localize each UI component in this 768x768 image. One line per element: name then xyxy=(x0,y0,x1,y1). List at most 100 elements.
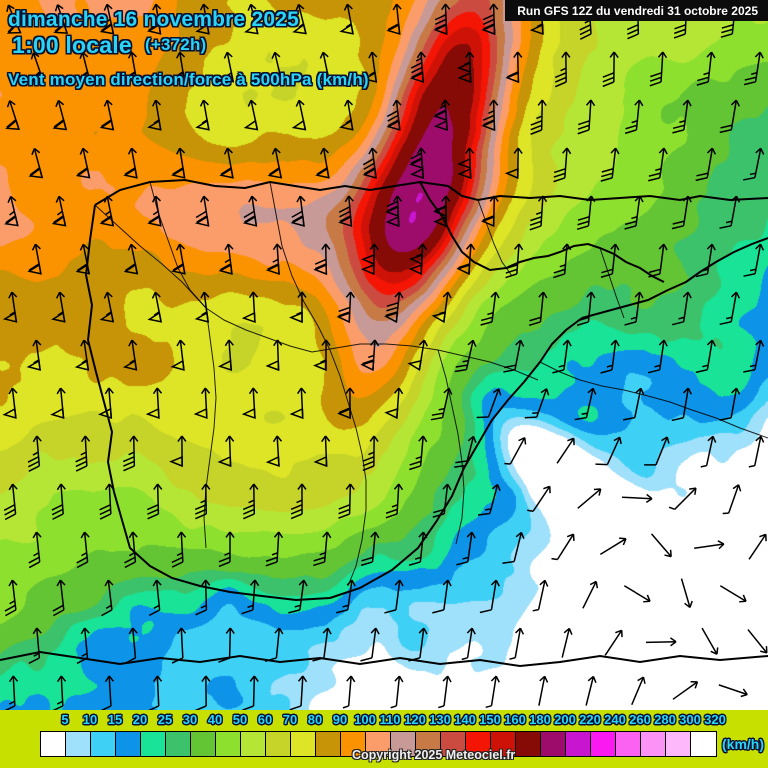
legend-tick: 15 xyxy=(107,712,123,727)
legend-tick: 180 xyxy=(529,712,551,727)
wind-barb xyxy=(2,291,18,323)
wind-barb xyxy=(315,51,331,83)
wind-barb xyxy=(622,387,645,421)
wind-barb xyxy=(454,435,477,468)
wind-barb xyxy=(530,99,547,135)
legend-tick: 240 xyxy=(604,712,626,727)
legend-swatch xyxy=(291,732,316,756)
wind-barb-layer xyxy=(2,3,768,710)
wind-barb xyxy=(554,51,571,88)
wind-barb xyxy=(28,147,44,179)
wind-barb xyxy=(265,531,284,567)
wind-barb xyxy=(648,147,668,182)
wind-barb xyxy=(339,99,354,131)
wind-barb xyxy=(747,629,768,654)
wind-barb xyxy=(217,435,235,468)
wind-barb xyxy=(76,51,91,83)
wind-barb xyxy=(193,387,211,420)
wind-barb xyxy=(631,676,646,706)
wind-barb xyxy=(576,291,596,327)
legend-swatch xyxy=(341,732,366,756)
wind-barb xyxy=(408,627,428,662)
legend-tick: 220 xyxy=(579,712,601,727)
wind-barb xyxy=(3,483,18,521)
wind-barb xyxy=(456,531,476,566)
legend-swatch xyxy=(266,732,291,756)
legend-tick: 200 xyxy=(554,712,576,727)
wind-barb xyxy=(241,579,260,615)
geo-outline xyxy=(94,178,768,206)
legend-swatch xyxy=(316,732,341,756)
wind-barb xyxy=(671,195,692,230)
wind-barb xyxy=(700,435,717,468)
legend-swatch xyxy=(466,732,491,756)
legend-swatch xyxy=(666,732,691,756)
wind-barb xyxy=(529,195,548,231)
wind-barb xyxy=(505,243,524,279)
wind-barb xyxy=(722,484,742,515)
wind-barb xyxy=(265,435,283,468)
wind-barb xyxy=(743,51,764,86)
wind-barb xyxy=(123,147,138,179)
legend-swatch xyxy=(391,732,416,756)
wind-barb xyxy=(480,195,499,228)
geo-outline xyxy=(437,349,465,545)
wind-barb xyxy=(624,291,644,326)
copyright-label: Copyright 2025 Meteociel.fr xyxy=(352,748,516,762)
legend-tick: 25 xyxy=(157,712,173,727)
wind-barb xyxy=(438,675,452,709)
wind-barb xyxy=(577,488,602,509)
wind-barb xyxy=(124,531,138,569)
wind-barb xyxy=(242,675,259,710)
map-viewport[interactable] xyxy=(0,0,768,710)
legend-swatch xyxy=(591,732,616,756)
wind-barb xyxy=(528,291,548,327)
wind-barb xyxy=(195,579,211,616)
wind-barb xyxy=(101,579,114,617)
geo-outline xyxy=(94,204,207,309)
wind-barb xyxy=(623,585,651,603)
wind-barb xyxy=(242,483,259,520)
wind-barb xyxy=(124,627,138,665)
wind-barb xyxy=(122,339,138,371)
legend-tick: 40 xyxy=(207,712,223,727)
wind-barb xyxy=(218,627,235,663)
wind-barb xyxy=(650,533,672,558)
wind-barb xyxy=(385,483,404,519)
wind-barb xyxy=(123,243,139,275)
wind-barb xyxy=(241,387,259,420)
wind-barb xyxy=(313,435,331,468)
wind-barb xyxy=(29,52,45,82)
wind-barb xyxy=(51,483,66,520)
wind-barb xyxy=(408,531,428,566)
legend-swatch xyxy=(566,732,591,756)
wind-barb xyxy=(585,675,597,706)
geo-outline xyxy=(329,317,583,599)
wind-barb xyxy=(2,387,18,419)
wind-barb xyxy=(719,99,741,134)
wind-barb xyxy=(313,243,331,276)
wind-barb xyxy=(524,388,550,419)
wind-barb xyxy=(386,99,402,131)
wind-barb xyxy=(28,531,42,569)
wind-barb xyxy=(242,195,258,227)
legend-tick: 50 xyxy=(232,712,248,727)
wind-barb xyxy=(671,291,692,326)
wind-barb xyxy=(743,243,765,277)
wind-barb xyxy=(485,675,500,709)
wind-barb xyxy=(315,147,330,179)
legend-swatch xyxy=(191,732,216,756)
wind-barb xyxy=(383,291,404,324)
wind-barb xyxy=(265,339,283,372)
legend-tick: 100 xyxy=(354,712,376,727)
wind-barb xyxy=(148,579,162,617)
wind-barb xyxy=(719,291,741,326)
wind-barb xyxy=(289,675,308,710)
legend-tick: 70 xyxy=(282,712,298,727)
wind-barb xyxy=(647,339,668,374)
wind-barb xyxy=(502,531,525,565)
wind-barb xyxy=(218,243,234,275)
wind-barb xyxy=(51,675,67,710)
wind-barb xyxy=(292,3,307,35)
wind-barb xyxy=(476,388,502,419)
